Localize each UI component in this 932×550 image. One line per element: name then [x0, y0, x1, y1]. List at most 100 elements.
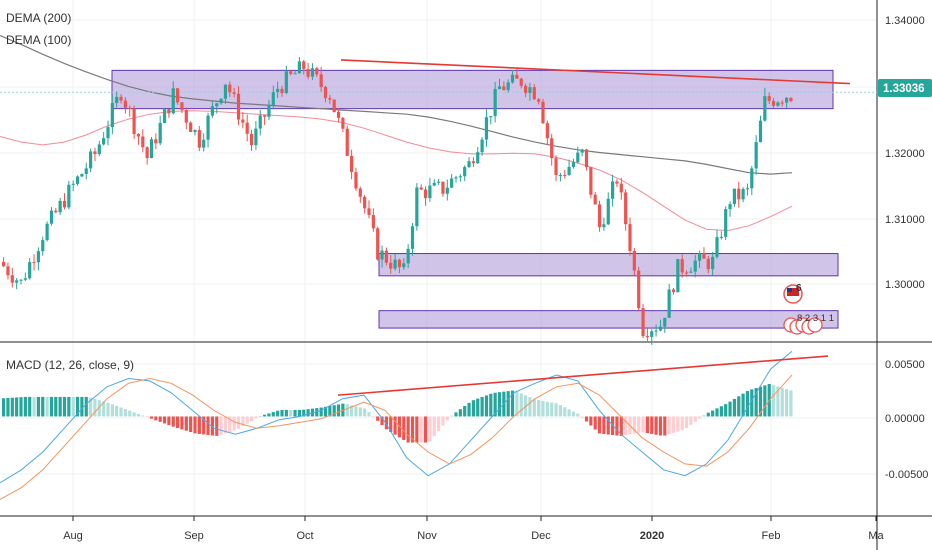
candle-body [702, 253, 706, 259]
macd-hist-bar [776, 386, 780, 417]
candle-body [397, 259, 402, 268]
macd-hist-bar [380, 416, 384, 426]
candle [384, 247, 388, 266]
candle-body [241, 119, 245, 123]
candle [80, 173, 84, 177]
candle [167, 109, 171, 118]
candle-body [528, 87, 532, 93]
candle-body [589, 167, 593, 195]
macd-hist-bar [93, 398, 97, 417]
candle [358, 186, 362, 203]
candle [245, 114, 249, 142]
price-trendline[interactable] [340, 59, 851, 85]
candle [62, 193, 67, 210]
support-zone-1[interactable] [378, 253, 839, 277]
candle [28, 258, 32, 280]
candle-body [32, 262, 36, 264]
candle-body [745, 188, 750, 190]
candle [537, 98, 541, 105]
candle-body [336, 111, 341, 118]
candle [89, 148, 93, 173]
candle [315, 66, 319, 78]
candle-body [315, 68, 319, 75]
candle [684, 270, 689, 277]
candle-body [776, 102, 780, 106]
candle-body [171, 88, 175, 114]
macd-hist-bar [393, 416, 397, 435]
candle [45, 221, 49, 242]
event-markers[interactable]: 6 8 2 3 1 1 [783, 283, 834, 335]
macd-hist-bar [336, 404, 341, 417]
candle-body [724, 209, 728, 237]
candle [554, 155, 558, 182]
candle-body [419, 187, 423, 190]
candle [611, 174, 615, 207]
macd-hist-bar [758, 386, 763, 417]
macd-hist-bar [684, 416, 689, 429]
candle [502, 81, 506, 91]
candle-body [750, 168, 754, 189]
candle [471, 157, 475, 168]
macd-hist-bar [202, 416, 206, 435]
candle-body [162, 109, 167, 123]
macd-hist-bar [180, 416, 184, 430]
candle [693, 254, 697, 278]
macd-hist-bar [550, 402, 554, 417]
candle-body [667, 289, 671, 318]
legend-macd[interactable]: MACD (12, 26, close, 9) [6, 358, 134, 372]
candle [737, 181, 741, 208]
candle [506, 79, 510, 93]
candle [36, 247, 40, 271]
macd-hist-bar [637, 416, 641, 433]
candle [202, 133, 206, 152]
candle [754, 135, 758, 175]
candle-body [780, 102, 784, 104]
candle-body [23, 278, 27, 280]
macd-tick-label: 0.00500 [885, 359, 925, 371]
candle-body [632, 250, 636, 271]
candle-body [280, 88, 284, 94]
macd-hist-bar [606, 416, 610, 435]
candle-body [258, 115, 262, 129]
macd-hist-bar [724, 404, 728, 417]
candle [550, 133, 554, 166]
candle [741, 187, 745, 203]
candle [593, 192, 597, 205]
candle [376, 226, 380, 261]
candle-body [323, 87, 328, 99]
candle-body [763, 96, 767, 121]
macd-axis[interactable]: 0.00500 0.00000 -0.00500 [885, 359, 928, 481]
candle [532, 84, 536, 100]
candle [193, 129, 197, 136]
event-icon-5[interactable] [807, 317, 823, 333]
macd-hist-bar [184, 416, 188, 431]
macd-hist-bar [789, 390, 793, 417]
support-zone-2[interactable] [378, 310, 839, 329]
candle-body [580, 149, 584, 153]
candle-body [384, 250, 388, 263]
candle-body [602, 224, 606, 228]
candle [371, 208, 375, 232]
macd-hist-bar [406, 416, 410, 443]
candle [493, 81, 497, 123]
candle-body [332, 99, 336, 112]
candle-body [119, 96, 123, 101]
candle [780, 100, 784, 107]
macd-hist-bar [519, 393, 523, 417]
candle-body [141, 136, 145, 148]
macd-hist-bar [663, 416, 667, 436]
legend-dema200[interactable]: DEMA (200) [6, 11, 71, 25]
candle [219, 98, 223, 105]
macd-trendline[interactable] [337, 355, 829, 396]
macd-hist-bar [632, 416, 636, 434]
candle [785, 96, 789, 109]
candle-body [158, 122, 162, 144]
time-tick-label: Ma [868, 530, 884, 542]
time-axis[interactable]: Aug Sep Oct Nov Dec 2020 Feb Ma [63, 516, 885, 542]
legend-dema100[interactable]: DEMA (100) [6, 33, 71, 47]
macd-hist-bar [450, 415, 454, 417]
candle-body [693, 260, 697, 272]
candle-body [698, 253, 702, 261]
candle-body [149, 139, 154, 159]
